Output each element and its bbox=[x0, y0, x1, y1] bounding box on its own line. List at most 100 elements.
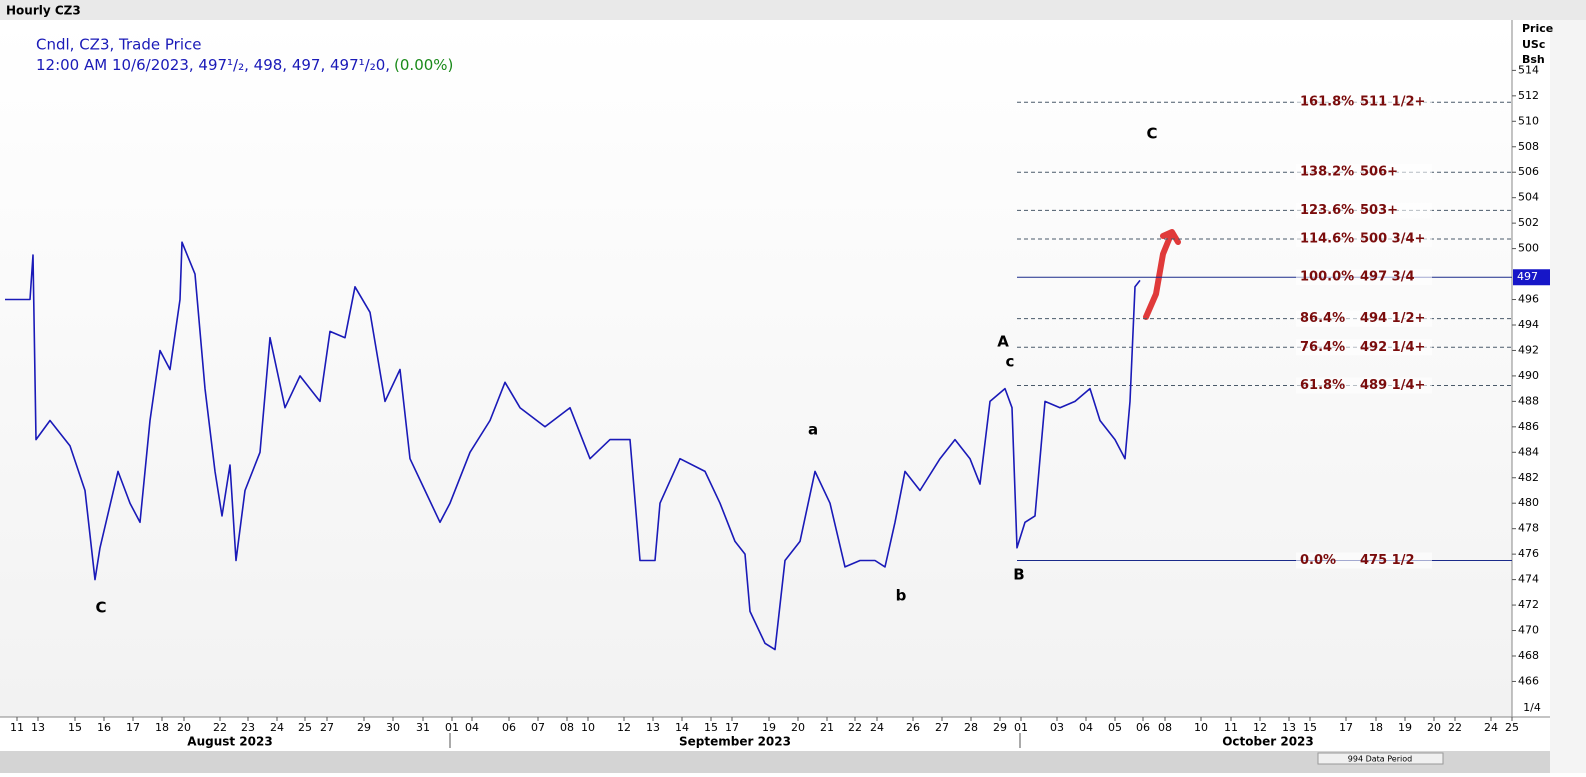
x-tick-label: 13 bbox=[646, 721, 660, 734]
y-tick-label: 466 bbox=[1518, 674, 1539, 687]
x-tick-label: 25 bbox=[1505, 721, 1519, 734]
x-tick-label: 17 bbox=[1339, 721, 1353, 734]
axis-unit: USc bbox=[1522, 38, 1545, 51]
fib-pct: 114.6% bbox=[1300, 232, 1354, 247]
x-tick-label: 11 bbox=[10, 721, 24, 734]
last-price-box bbox=[1513, 269, 1550, 286]
x-tick-label: 16 bbox=[97, 721, 111, 734]
window-title: Hourly CZ3 bbox=[6, 4, 81, 18]
fib-pct: 161.8% bbox=[1300, 95, 1354, 110]
x-tick-label: 22 bbox=[213, 721, 227, 734]
zoom-label: 1/4 bbox=[1523, 701, 1541, 714]
fib-price: 506+ bbox=[1360, 165, 1398, 180]
x-tick-label: 18 bbox=[155, 721, 169, 734]
x-tick-label: 18 bbox=[1369, 721, 1383, 734]
last-price-label: 497 bbox=[1517, 270, 1538, 283]
x-tick-label: 19 bbox=[762, 721, 776, 734]
y-tick-label: 514 bbox=[1518, 63, 1539, 76]
y-tick-label: 506 bbox=[1518, 165, 1539, 178]
price-line bbox=[5, 241, 1141, 651]
x-tick-label: 26 bbox=[906, 721, 920, 734]
y-tick-label: 482 bbox=[1518, 471, 1539, 484]
fib-pct: 76.4% bbox=[1300, 340, 1345, 355]
y-tick-label: 474 bbox=[1518, 573, 1539, 586]
plot-area bbox=[0, 20, 1512, 717]
month-label: October 2023 bbox=[1222, 735, 1314, 749]
y-tick-label: 512 bbox=[1518, 89, 1539, 102]
fib-label-bg bbox=[1296, 202, 1432, 219]
legend-ohlc: 12:00 AM 10/6/2023, 497¹/₂, 498, 497, 49… bbox=[36, 56, 390, 74]
y-tick-label: 478 bbox=[1518, 522, 1539, 535]
wave-label: B bbox=[1013, 566, 1024, 584]
x-tick-label: 12 bbox=[617, 721, 631, 734]
fib-price: 497 3/4 bbox=[1360, 270, 1415, 285]
y-tick-label: 484 bbox=[1518, 445, 1539, 458]
y-tick-label: 476 bbox=[1518, 547, 1539, 560]
y-tick-label: 508 bbox=[1518, 140, 1539, 153]
x-tick-label: 24 bbox=[270, 721, 284, 734]
x-tick-label: 27 bbox=[320, 721, 334, 734]
y-tick-label: 480 bbox=[1518, 496, 1539, 509]
x-tick-label: 01 bbox=[1014, 721, 1028, 734]
y-tick-label: 472 bbox=[1518, 598, 1539, 611]
x-tick-label: 15 bbox=[1303, 721, 1317, 734]
fib-label-bg bbox=[1296, 269, 1432, 286]
x-tick-label: 15 bbox=[704, 721, 718, 734]
y-tick-label: 510 bbox=[1518, 114, 1539, 127]
fib-pct: 138.2% bbox=[1300, 165, 1354, 180]
x-tick-label: 06 bbox=[502, 721, 516, 734]
legend-change: (0.00%) bbox=[394, 56, 453, 74]
x-tick-label: 29 bbox=[357, 721, 371, 734]
x-tick-label: 15 bbox=[68, 721, 82, 734]
x-tick-label: 10 bbox=[581, 721, 595, 734]
fib-label-bg bbox=[1296, 231, 1432, 248]
x-tick-label: 28 bbox=[964, 721, 978, 734]
wave-label: a bbox=[808, 421, 818, 439]
fib-label-bg bbox=[1296, 339, 1432, 356]
month-label: September 2023 bbox=[679, 735, 791, 749]
wave-label: c bbox=[1006, 353, 1015, 371]
legend-line: Cndl, CZ3, Trade Price bbox=[36, 36, 201, 54]
x-tick-label: 19 bbox=[1398, 721, 1412, 734]
y-tick-label: 492 bbox=[1518, 343, 1539, 356]
x-tick-label: 11 bbox=[1224, 721, 1238, 734]
y-axis-area bbox=[1512, 20, 1550, 717]
fib-label-bg bbox=[1296, 377, 1432, 394]
x-tick-label: 22 bbox=[1448, 721, 1462, 734]
fib-price: 475 1/2 bbox=[1360, 553, 1415, 568]
y-tick-label: 486 bbox=[1518, 420, 1539, 433]
fib-price: 511 1/2+ bbox=[1360, 95, 1425, 110]
x-tick-label: 14 bbox=[675, 721, 689, 734]
y-tick-label: 496 bbox=[1518, 293, 1539, 306]
x-tick-label: 20 bbox=[1427, 721, 1441, 734]
fib-price: 489 1/4+ bbox=[1360, 378, 1425, 393]
x-tick-label: 25 bbox=[298, 721, 312, 734]
fib-price: 492 1/4+ bbox=[1360, 340, 1425, 355]
fib-label-bg bbox=[1296, 552, 1432, 569]
y-tick-label: 470 bbox=[1518, 624, 1539, 637]
x-tick-label: 21 bbox=[820, 721, 834, 734]
month-label: August 2023 bbox=[187, 735, 272, 749]
x-tick-label: 13 bbox=[31, 721, 45, 734]
x-tick-label: 10 bbox=[1194, 721, 1208, 734]
axis-unit: Bsh bbox=[1522, 53, 1545, 66]
x-tick-label: 01 bbox=[445, 721, 459, 734]
x-tick-label: 23 bbox=[241, 721, 255, 734]
legend-values: 12:00 AM 10/6/2023, 497¹/₂, 498, 497, 49… bbox=[36, 56, 453, 74]
fib-pct: 0.0% bbox=[1300, 553, 1336, 568]
fib-label-bg bbox=[1296, 310, 1432, 327]
wave-label: C bbox=[1146, 125, 1157, 143]
scrollbar[interactable] bbox=[0, 751, 1550, 773]
y-tick-label: 502 bbox=[1518, 216, 1539, 229]
side-panel bbox=[1550, 20, 1586, 773]
x-tick-label: 20 bbox=[791, 721, 805, 734]
x-tick-label: 04 bbox=[1079, 721, 1093, 734]
wave-label: b bbox=[896, 587, 907, 605]
fib-pct: 123.6% bbox=[1300, 203, 1354, 218]
x-tick-label: 04 bbox=[465, 721, 479, 734]
y-tick-label: 488 bbox=[1518, 394, 1539, 407]
scroll-thumb[interactable] bbox=[1317, 752, 1444, 765]
x-tick-label: 22 bbox=[848, 721, 862, 734]
y-tick-label: 468 bbox=[1518, 649, 1539, 662]
fib-label-bg bbox=[1296, 164, 1432, 181]
